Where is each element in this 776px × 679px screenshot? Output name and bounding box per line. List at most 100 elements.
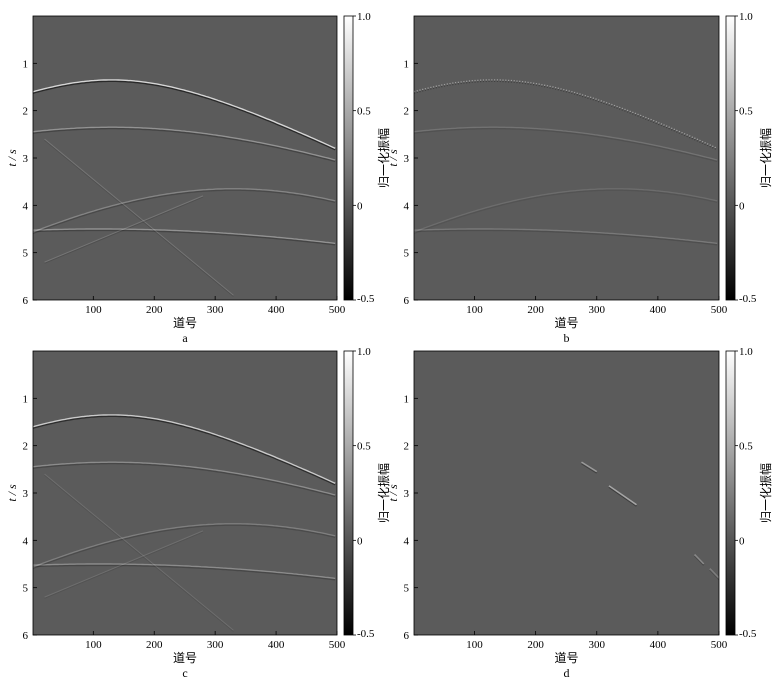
colorbar-tick-label: 0	[739, 535, 745, 547]
y-axis-label: t / s	[386, 484, 400, 502]
colorbar-label: 归一化振幅	[376, 128, 391, 188]
event-peak-0	[581, 461, 598, 473]
y-tick-label: 2	[404, 106, 410, 118]
event-trough-3	[709, 569, 719, 580]
event-trough-0	[581, 462, 598, 474]
event-peak-1	[414, 126, 718, 161]
heatmap-background	[33, 16, 337, 300]
heatmap-background	[414, 16, 719, 300]
x-tick-label: 500	[711, 304, 728, 316]
y-tick-label: 1	[23, 393, 29, 405]
y-tick-label: 5	[404, 583, 410, 595]
x-tick-label: 300	[589, 304, 606, 316]
y-tick-label: 5	[404, 248, 410, 260]
y-tick-label: 3	[23, 153, 29, 165]
colorbar-tick-label: 0.5	[739, 441, 753, 453]
colorbar-label: 归一化振幅	[758, 463, 773, 523]
panel-letter: c	[182, 666, 187, 679]
event-trough-5	[44, 531, 204, 599]
colorbar-label: 归一化振幅	[758, 128, 773, 188]
event-trough-3	[33, 189, 336, 235]
heatmap-background	[414, 351, 719, 635]
x-tick-label: 400	[268, 304, 285, 316]
x-axis-label: 道号	[554, 316, 578, 330]
event-peak-1	[33, 126, 336, 161]
event-trough-4	[44, 139, 234, 297]
x-tick-label: 500	[329, 304, 346, 316]
event-peak-1	[608, 485, 637, 506]
event-peak-0	[33, 79, 336, 149]
x-tick-label: 200	[527, 639, 544, 651]
event-peak-2	[693, 553, 705, 565]
y-tick-label: 6	[23, 295, 29, 307]
event-peak-1	[33, 461, 336, 496]
event-trough-2	[693, 555, 705, 566]
event-trough-2	[414, 229, 718, 246]
y-tick-label: 5	[23, 583, 29, 595]
event-trough-2	[33, 564, 336, 581]
y-axis-label: t / s	[386, 149, 400, 167]
event-trough-1	[33, 127, 336, 163]
event-peak-2	[33, 228, 336, 245]
y-tick-label: 4	[404, 535, 410, 547]
event-peak-0	[414, 79, 718, 149]
event-peak-4	[44, 138, 234, 296]
y-axis-label: t / s	[5, 484, 19, 502]
colorbar-tick-label: -0.5	[739, 628, 757, 640]
event-peak-2	[33, 563, 336, 580]
x-tick-label: 400	[650, 639, 667, 651]
x-tick-label: 400	[650, 304, 667, 316]
event-trough-0	[33, 415, 336, 486]
colorbar-tick-label: 0	[739, 200, 745, 212]
event-peak-4	[44, 473, 234, 631]
y-tick-label: 3	[23, 488, 29, 500]
event-trough-3	[33, 524, 336, 570]
event-peak-3	[33, 188, 336, 233]
event-peak-2	[414, 228, 718, 245]
panel-c: 100 200 300 400 500 1 2 3 4 5 6 道号 t / s c 1.0 0.5 0 -0.5…	[5, 346, 391, 679]
event-peak-3	[414, 188, 718, 233]
colorbar-tick-label: -0.5	[357, 293, 375, 305]
x-tick-label: 400	[268, 639, 285, 651]
colorbar-tick-label: 0	[357, 200, 363, 212]
y-tick-label: 1	[404, 393, 410, 405]
event-peak-3	[709, 568, 719, 579]
colorbar-tick-label: 0	[357, 535, 363, 547]
panel-b: 100 200 300 400 500 1 2 3 4 5 6 道号 t / s b 1.0 0.5 0 -0.5…	[386, 11, 773, 345]
colorbar	[725, 15, 736, 301]
panel-letter: d	[564, 666, 570, 679]
y-tick-label: 5	[23, 248, 29, 260]
event-peak-5	[44, 195, 204, 263]
event-trough-1	[608, 486, 637, 507]
y-tick-label: 1	[404, 58, 410, 70]
x-tick-label: 100	[85, 304, 102, 316]
x-tick-label: 300	[589, 639, 606, 651]
colorbar-tick-label: 1.0	[739, 11, 753, 23]
y-tick-label: 6	[404, 295, 410, 307]
x-tick-label: 100	[466, 304, 483, 316]
y-tick-label: 4	[404, 200, 410, 212]
y-tick-label: 4	[23, 535, 29, 547]
y-tick-label: 4	[23, 200, 29, 212]
colorbar-tick-label: 0.5	[739, 106, 753, 118]
x-axis-label: 道号	[173, 316, 197, 330]
panel-d: 100 200 300 400 500 1 2 3 4 5 6 道号 t / s d 1.0 0.5 0 -0.5…	[386, 346, 773, 679]
event-trough-5	[44, 196, 204, 264]
colorbar-tick-label: 0.5	[357, 106, 371, 118]
colorbar-tick-label: 0.5	[357, 441, 371, 453]
event-peak-0	[33, 414, 336, 484]
x-tick-label: 100	[466, 639, 483, 651]
event-trough-1	[414, 127, 718, 163]
x-axis-label: 道号	[173, 651, 197, 665]
panel-letter: b	[564, 331, 570, 345]
colorbar-tick-label: -0.5	[739, 293, 757, 305]
y-tick-label: 6	[23, 630, 29, 642]
colorbar-tick-label: 1.0	[739, 346, 753, 358]
y-tick-label: 3	[404, 488, 410, 500]
x-tick-label: 200	[527, 304, 544, 316]
event-trough-1	[33, 462, 336, 498]
colorbar-label: 归一化振幅	[376, 463, 391, 523]
event-trough-3	[414, 189, 718, 235]
colorbar-tick-label: -0.5	[357, 628, 375, 640]
